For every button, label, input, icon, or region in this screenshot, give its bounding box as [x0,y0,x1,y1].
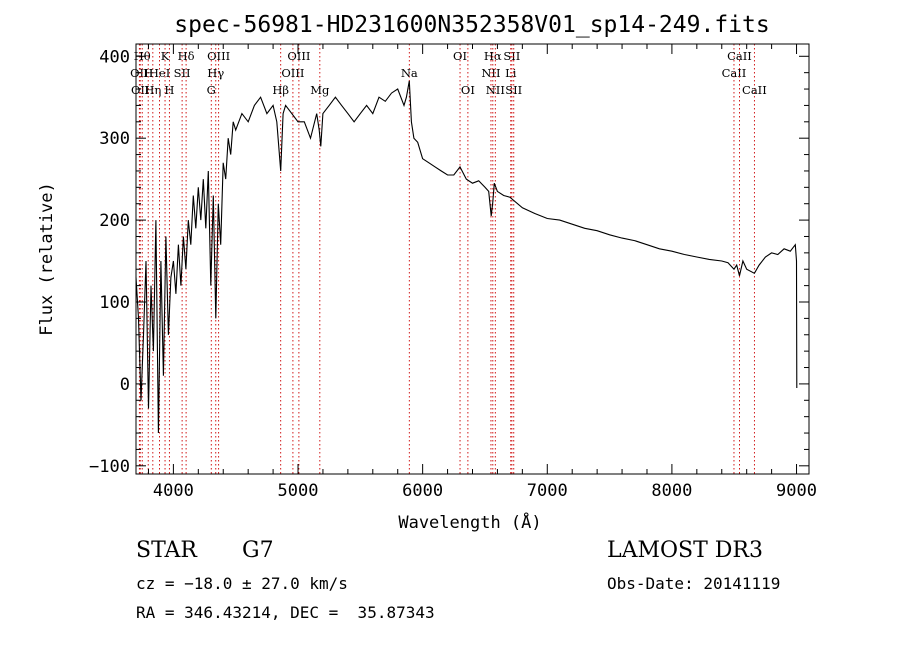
marker-label: OIII [287,49,310,63]
marker-label: Hη [144,83,161,97]
marker-label: SII [174,66,191,80]
x-axis-label: Wavelength (Å) [398,511,541,533]
marker-label: Li [505,66,517,80]
marker-label: G [207,83,216,97]
marker-label: OI [453,49,467,63]
subclass: G7 [242,538,274,563]
y-axis-label: Flux (relative) [37,182,57,336]
y-tick-label: 200 [99,211,130,231]
marker-label: H [164,83,174,97]
line-markers: OIIOIIHθHHηHeIKHSIIHδGHγOIIIHβOIIIOIIIMg… [130,44,767,474]
marker-label: CaII [722,66,747,80]
y-tick-label: −100 [89,457,130,477]
marker-label: Mg [310,83,330,97]
object-type: STAR [136,538,197,563]
chart-title: spec-56981-HD231600N352358V01_sp14-249.f… [174,12,769,38]
marker-label: OIII [281,66,304,80]
marker-label: OIII [207,49,230,63]
y-tick-label: 300 [99,129,130,149]
x-tick-label: 7000 [527,481,568,501]
survey-name: LAMOST DR3 [607,538,763,563]
marker-label: OI [461,83,475,97]
x-tick-label: 8000 [651,481,692,501]
redshift-text: cz = −18.0 ± 27.0 km/s [136,574,348,593]
marker-label: NII [486,83,505,97]
marker-label: H [143,66,153,80]
x-tick-label: 5000 [278,481,319,501]
x-tick-label: 6000 [402,481,443,501]
marker-label: NII [481,66,500,80]
marker-label: CaII [742,83,767,97]
obs-date: Obs-Date: 20141119 [607,574,781,593]
x-tick-label: 4000 [153,481,194,501]
marker-label: Na [401,66,418,80]
marker-label: SII [505,83,522,97]
marker-label: K [161,49,170,63]
marker-label: Hα [484,49,502,63]
x-tick-label: 9000 [776,481,817,501]
y-tick-label: 100 [99,293,130,313]
y-tick-label: 0 [120,375,130,395]
marker-label: Hδ [178,49,195,63]
marker-label: SII [503,49,520,63]
marker-label: HeI [149,66,170,80]
marker-label: Hβ [272,83,289,97]
coordinates: RA = 346.43214, DEC = 35.87343 [136,603,435,622]
spectrum-line [135,80,798,434]
y-tick-label: 400 [99,47,130,67]
axis-ticks: 4000 5000 6000 7000 8000 9000 −100 0 100 200 300 40… [89,44,817,501]
marker-label: Hγ [207,66,224,80]
marker-label: CaII [727,49,752,63]
